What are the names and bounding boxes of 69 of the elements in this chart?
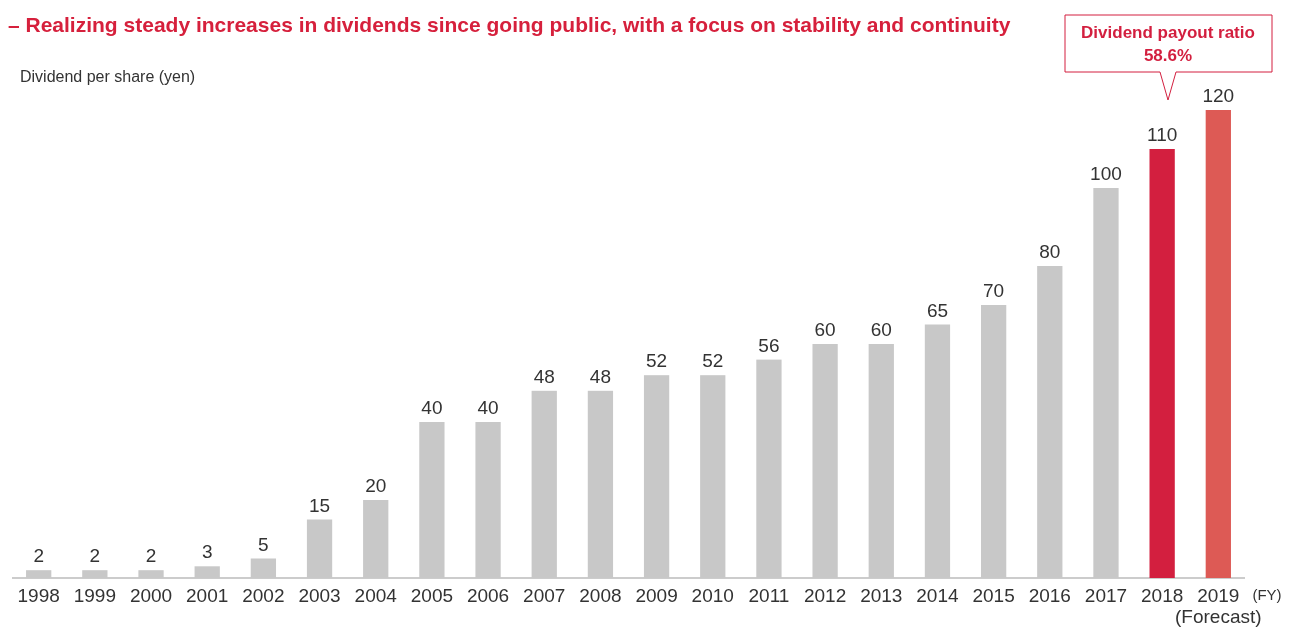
x-tick-label: 2000 [129, 585, 173, 606]
bar [531, 390, 557, 578]
data-label: 60 [814, 319, 836, 340]
data-label: 2 [89, 545, 101, 567]
x-axis-title: (FY) [1252, 586, 1282, 603]
bar [194, 566, 220, 578]
x-tick-label: 2015 [972, 585, 1015, 606]
x-tick-label: 2004 [354, 585, 398, 606]
x-tick-label: 2017 [1084, 585, 1128, 606]
x-tick-label: 1998 [17, 585, 60, 606]
data-label: 2 [33, 545, 44, 567]
bar [924, 324, 951, 578]
x-tick-label: 2014 [916, 585, 960, 606]
data-label: 48 [589, 365, 611, 387]
x-tick-label: 2009 [635, 585, 678, 606]
data-label: 5 [258, 533, 269, 555]
x-tick-label: 2018 [1141, 585, 1184, 606]
x-tick-label: 2005 [410, 585, 454, 606]
data-label: 110 [1147, 124, 1178, 145]
x-tick-label: 1999 [73, 585, 116, 606]
x-tick-label: 2001 [186, 585, 229, 606]
x-tick-label: 2016 [1028, 585, 1071, 606]
data-label: 52 [646, 350, 668, 372]
bar [587, 390, 614, 578]
data-label: 60 [870, 319, 892, 340]
x-tick-label: 2008 [579, 585, 622, 606]
bar [1037, 266, 1063, 578]
data-label: 56 [758, 334, 780, 356]
x-tick-label: 2013 [860, 585, 903, 606]
bar [138, 570, 164, 578]
data-label: 20 [365, 475, 387, 496]
bar [812, 344, 838, 578]
data-label: 3 [201, 541, 213, 563]
data-label: 80 [1039, 241, 1061, 262]
bar [1093, 188, 1119, 578]
data-label: 40 [421, 397, 443, 418]
x-tick-label: 2006 [466, 585, 510, 606]
data-label: 52 [702, 350, 724, 372]
bar [868, 344, 894, 578]
bar [643, 375, 670, 578]
data-label: 2 [145, 545, 157, 567]
bar [306, 519, 333, 578]
bar [363, 500, 389, 578]
bar [980, 305, 1007, 578]
text: Dividend payout ratio 58.6% [1081, 23, 1255, 65]
x-tick-label: 2003 [298, 585, 341, 606]
data-label: 15 [308, 494, 331, 516]
x-tick-label: 2011 [748, 585, 790, 606]
bar [26, 570, 52, 578]
x-tick-label: 2012 [803, 585, 847, 606]
chart-title: – Realizing steady increases in dividends since going public, with a focus on stability and continuity [8, 13, 1011, 36]
bar [250, 558, 277, 578]
bar [756, 359, 782, 578]
bar [419, 422, 445, 578]
data-label: 40 [477, 397, 499, 418]
data-label: 100 [1090, 163, 1122, 184]
bar [1205, 110, 1231, 578]
data-label: 48 [533, 365, 555, 387]
bar [82, 570, 108, 578]
data-label: 70 [983, 280, 1005, 301]
data-label: 120 [1202, 85, 1235, 106]
data-label: 65 [926, 299, 949, 321]
x-tick-label: 2010 [691, 585, 734, 606]
bar [475, 422, 501, 578]
x-tick-label: 2002 [242, 585, 285, 606]
bar [1149, 149, 1175, 578]
y-axis-title: Dividend per share (yen) [20, 68, 196, 85]
bar [700, 375, 726, 578]
x-tick-label: 2007 [523, 585, 566, 606]
